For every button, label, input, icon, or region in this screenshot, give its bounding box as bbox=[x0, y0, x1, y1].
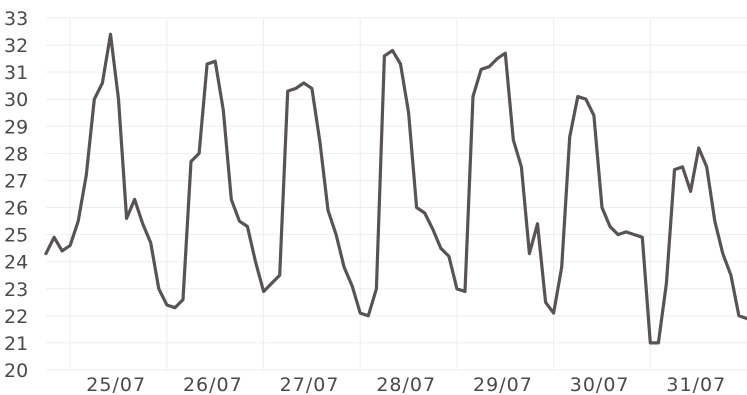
y-tick-label: 20 bbox=[4, 360, 28, 382]
x-axis: 25/07 26/07 27/07 28/07 29/07 30/07 31/07 bbox=[86, 374, 726, 395]
y-tick-label: 28 bbox=[4, 143, 28, 165]
y-tick-label: 21 bbox=[4, 333, 28, 355]
y-tick-label: 29 bbox=[4, 116, 28, 138]
x-tick-label: 31/07 bbox=[666, 374, 726, 395]
grid bbox=[46, 17, 747, 371]
x-tick-label: 26/07 bbox=[183, 374, 243, 395]
y-tick-label: 24 bbox=[4, 252, 28, 274]
x-tick-label: 25/07 bbox=[86, 374, 146, 395]
series-line bbox=[44, 32, 747, 345]
y-tick-label: 22 bbox=[4, 306, 28, 328]
y-tick-label: 23 bbox=[4, 279, 28, 301]
y-tick-label: 32 bbox=[4, 35, 28, 57]
y-tick-label: 25 bbox=[4, 225, 28, 247]
x-tick-label: 30/07 bbox=[570, 374, 630, 395]
x-tick-label: 27/07 bbox=[280, 374, 340, 395]
y-tick-label: 33 bbox=[4, 8, 28, 30]
y-axis: 20 21 22 23 24 25 26 27 28 29 30 31 32 33 bbox=[4, 8, 28, 382]
y-tick-label: 27 bbox=[4, 170, 28, 192]
x-tick-label: 29/07 bbox=[473, 374, 533, 395]
x-tick-label: 28/07 bbox=[376, 374, 436, 395]
series-group bbox=[44, 32, 747, 345]
y-tick-label: 31 bbox=[4, 62, 28, 84]
y-tick-label: 30 bbox=[4, 89, 28, 111]
y-tick-label: 26 bbox=[4, 198, 28, 220]
